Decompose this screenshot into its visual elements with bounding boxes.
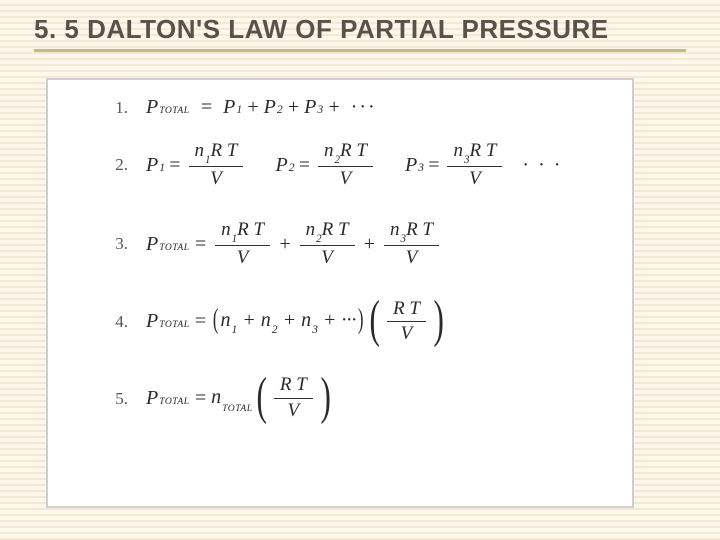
item-number: 3.: [66, 234, 146, 254]
item-number: 5.: [66, 389, 146, 409]
title-bar: 5. 5 DALTON'S LAW OF PARTIAL PRESSURE: [0, 0, 720, 58]
derivation-panel: 1. PTOTAL = P1 + P2 + P3 + ··· 2. P1 = n…: [46, 78, 634, 508]
item-number: 4.: [66, 312, 146, 332]
item-number: 1.: [66, 98, 146, 118]
equation: PTOTAL = nTOTAL ( R TV ): [146, 375, 334, 422]
equation-row: 5. PTOTAL = nTOTAL ( R TV ): [66, 375, 614, 422]
item-number: 2.: [66, 155, 146, 175]
equation-row: 1. PTOTAL = P1 + P2 + P3 + ···: [66, 96, 614, 119]
equation: PTOTAL = ( n1 + n2 + n3 + ··· ) ( R TV ): [146, 299, 447, 346]
equation: PTOTAL = n1R TV + n2R TV + n3R TV: [146, 220, 443, 269]
equation: PTOTAL = P1 + P2 + P3 + ···: [146, 96, 377, 119]
equation: P1 = n1R TV P2 = n2R TV P3 = n3R TV · · …: [146, 141, 562, 190]
equation-row: 2. P1 = n1R TV P2 = n2R TV P3 = n3R TV ·…: [66, 141, 614, 190]
page-title: 5. 5 DALTON'S LAW OF PARTIAL PRESSURE: [34, 14, 686, 52]
equation-row: 3. PTOTAL = n1R TV + n2R TV + n3R TV: [66, 220, 614, 269]
equation-row: 4. PTOTAL = ( n1 + n2 + n3 + ··· ) ( R T…: [66, 299, 614, 346]
